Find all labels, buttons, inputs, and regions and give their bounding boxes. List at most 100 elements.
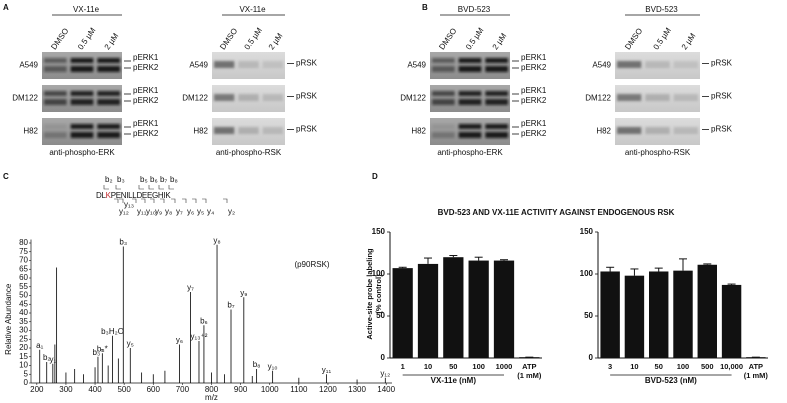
peak-label: y₅ (127, 339, 134, 348)
blot-band (262, 61, 283, 68)
x-tick-label: 10 (423, 362, 433, 371)
x-tick-label: 700 (176, 385, 190, 394)
band-label: pERK2 (521, 129, 547, 138)
peptide-residue: DL (96, 191, 106, 200)
x-tick-label: 1100 (290, 385, 308, 394)
blot-band (617, 94, 642, 101)
band-label: pRSK (711, 125, 733, 134)
y-tick-label: 50 (584, 311, 593, 320)
x-tick-label: 50 (449, 362, 458, 371)
blot-band (617, 127, 642, 134)
antibody-label: anti-phospho-RSK (216, 148, 282, 157)
treatment-label: BVD-523 (645, 5, 678, 14)
y-axis-label: Active-site probe labeling (% control) (365, 248, 383, 340)
y-tick-label: 0 (24, 378, 29, 387)
blot-band (458, 66, 482, 72)
blot-band (458, 91, 482, 96)
cell-line-label: DM122 (182, 94, 208, 103)
blot-band (458, 124, 482, 129)
band-label: pERK2 (133, 96, 159, 105)
y-tick-label: 25 (19, 334, 28, 343)
y-tick-label: 40 (19, 308, 28, 317)
y-ion-mark (114, 198, 119, 203)
b-ion-mark (115, 185, 121, 190)
peak-label: y₇ (187, 283, 194, 292)
peak-label: y₁₁ (322, 365, 332, 374)
x-tick-label: 1400 (377, 385, 395, 394)
x-tick-label: 500 (117, 385, 131, 394)
b-ion-mark (148, 185, 154, 190)
antibody-label: anti-phospho-ERK (437, 148, 503, 157)
peak-label: y₉ (240, 288, 247, 297)
blot-band (44, 66, 67, 72)
blot-band (432, 66, 455, 72)
blot-strip (42, 52, 122, 79)
condition-label: 0.5 µM (76, 26, 98, 52)
chart-title: BVD-523 AND VX-11E ACTIVITY AGAINST ENDO… (438, 208, 675, 217)
antibody-label: anti-phospho-ERK (49, 148, 115, 157)
y-tick-label: 0 (381, 353, 386, 362)
y-tick-label: 10 (19, 361, 28, 370)
band-label: pERK2 (521, 63, 547, 72)
y-ion-mark (171, 198, 176, 203)
blot-band (485, 132, 508, 138)
antibody-label: anti-phospho-RSK (625, 148, 691, 157)
blot-band (432, 91, 455, 96)
annotation: (p90RSK) (294, 260, 329, 269)
x-tick-label: 100 (676, 362, 690, 371)
peak-label: b₈ (253, 360, 261, 369)
blot-band (485, 91, 508, 96)
peak-label: b₃° (93, 348, 104, 357)
y-tick-label: 20 (19, 343, 28, 352)
condition-label: DMSO (218, 27, 239, 52)
blot-strip (42, 118, 122, 145)
condition-label: DMSO (49, 27, 70, 52)
x-axis-label: BVD-523 (nM) (645, 376, 697, 385)
b-ion-label: b₆ (150, 175, 158, 184)
blot-band (70, 91, 94, 96)
blot-band (673, 61, 698, 68)
y-ion-label: y₈ (165, 207, 172, 216)
band-label: pERK1 (521, 86, 547, 95)
y-ion-label: y₁₁ (137, 207, 147, 216)
x-tick-label: 50 (654, 362, 663, 371)
blot-strip (42, 85, 122, 112)
x-tick-label: ATP (1 mM) (517, 362, 542, 380)
y-ion-label: y₁₀ (146, 207, 156, 216)
x-tick-label: 600 (147, 385, 161, 394)
x-tick-label: ATP (1 mM) (743, 362, 768, 380)
blot-band (97, 66, 120, 72)
y-ion-mark (132, 198, 137, 203)
y-ion-mark (202, 198, 207, 203)
blot-band (97, 132, 120, 138)
band-label: pERK2 (133, 63, 159, 72)
blot-band (238, 127, 259, 134)
x-tick-label: 1 (400, 362, 405, 371)
x-tick-label: 100 (472, 362, 485, 371)
bar (697, 264, 717, 358)
bar (600, 271, 620, 358)
y-tick-label: 150 (580, 227, 594, 236)
bar (468, 260, 489, 358)
blot-band (645, 94, 670, 101)
bar (721, 284, 742, 358)
peak-label: a₁ (36, 341, 43, 350)
blot-band (432, 99, 455, 105)
blot-band (70, 124, 94, 129)
bar (493, 260, 515, 358)
b-ion-label: b₂ (105, 175, 113, 184)
blot-band (214, 94, 235, 101)
x-tick-label: 1000 (261, 385, 279, 394)
condition-label: 2 µM (103, 31, 121, 51)
blot-band (485, 66, 508, 72)
y-tick-label: 15 (19, 352, 28, 361)
peptide-residue: PENILLDEEGHIK (111, 191, 172, 200)
blot-band (645, 127, 670, 134)
blot-band (44, 91, 67, 96)
x-tick-label: 3 (608, 362, 613, 371)
band-label: pERK1 (133, 86, 159, 95)
y-tick-label: 65 (19, 264, 28, 273)
blot-band (70, 58, 94, 63)
